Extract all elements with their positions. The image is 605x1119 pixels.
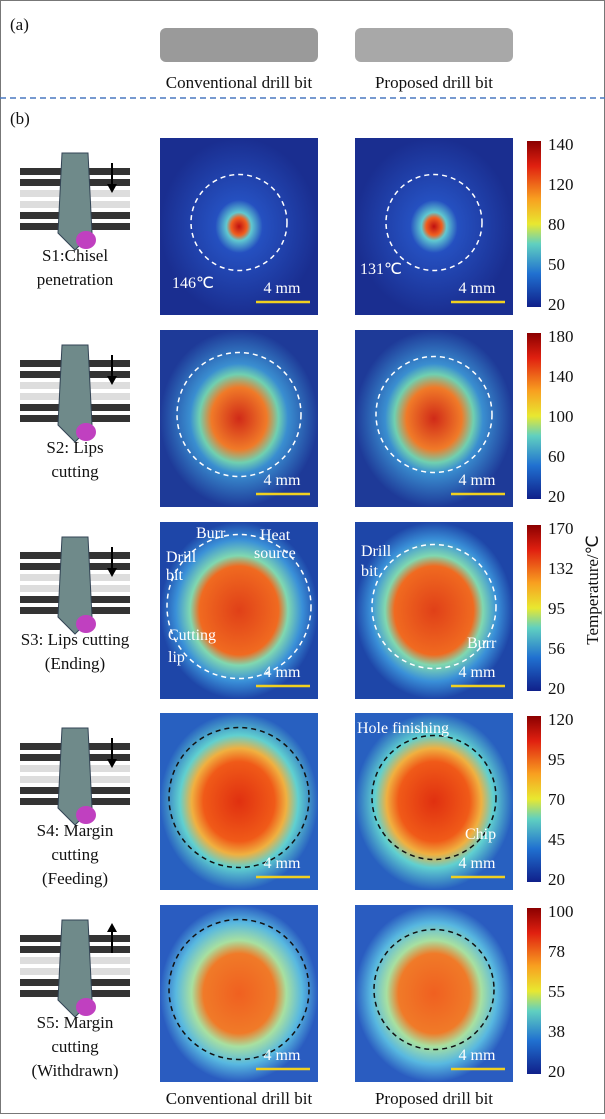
scale-label: 4 mm [459, 1047, 496, 1064]
scale-label: 4 mm [264, 472, 301, 489]
annotation: 131℃ [360, 261, 402, 278]
scale-label: 4 mm [264, 1047, 301, 1064]
annotation: Cutting [168, 627, 216, 644]
colorbar-tick: 20 [548, 487, 565, 506]
colorbar-tick: 78 [548, 942, 565, 961]
scale-label: 4 mm [264, 280, 301, 297]
stage-label: cutting [51, 462, 99, 481]
stage-label: S3: Lips cutting [21, 630, 130, 649]
scale-label: 4 mm [459, 280, 496, 297]
caption: Conventional drill bit [166, 1089, 313, 1108]
colorbar-tick: 20 [548, 679, 565, 698]
colorbar-tick: 70 [548, 790, 565, 809]
stage-label: penetration [37, 270, 114, 289]
annotation: 146℃ [172, 275, 214, 292]
annotation: Heat [260, 527, 291, 544]
drill-image [160, 28, 318, 62]
stage-label: (Ending) [45, 654, 105, 673]
annotation: Burr [196, 525, 226, 542]
colorbar-tick: 20 [548, 1062, 565, 1081]
colorbar-tick: 95 [548, 599, 565, 618]
caption: Proposed drill bit [375, 73, 493, 92]
colorbar-tick: 180 [548, 327, 574, 346]
stage-label: (Feeding) [42, 869, 108, 888]
colorbar [527, 141, 541, 307]
colorbar-tick: 80 [548, 215, 565, 234]
colorbar [527, 908, 541, 1074]
stage-label: S2: Lips [46, 438, 103, 457]
colorbar-tick: 140 [548, 367, 574, 386]
caption: Proposed drill bit [375, 1089, 493, 1108]
colorbar-tick: 55 [548, 982, 565, 1001]
colorbar-tick: 100 [548, 407, 574, 426]
colorbar-tick: 56 [548, 639, 565, 658]
scale-label: 4 mm [459, 664, 496, 681]
panel-label: (b) [10, 109, 30, 128]
colorbar-tick: 60 [548, 447, 565, 466]
annotation: bit [361, 563, 378, 580]
colorbar-tick: 50 [548, 255, 565, 274]
stage-label: cutting [51, 1037, 99, 1056]
annotation: Drill [166, 549, 197, 566]
annotation: Burr [467, 635, 497, 652]
colorbar-tick: 120 [548, 175, 574, 194]
colorbar [527, 333, 541, 499]
drill-image [355, 28, 513, 62]
colorbar-title: Temperature/℃ [583, 535, 602, 644]
colorbar-tick: 132 [548, 559, 574, 578]
colorbar-tick: 100 [548, 902, 574, 921]
scale-label: 4 mm [264, 664, 301, 681]
stage-label: cutting [51, 845, 99, 864]
stage-label: S1:Chisel [42, 246, 108, 265]
annotation: Drill [361, 543, 392, 560]
stage-label: S4: Margin [37, 821, 114, 840]
annotation: source [254, 545, 296, 562]
figure: (a) Conventional drill bit Proposed dril… [0, 0, 605, 1114]
scale-label: 4 mm [459, 855, 496, 872]
scale-label: 4 mm [264, 855, 301, 872]
stage-label: (Withdrawn) [31, 1061, 118, 1080]
annotation: bit [166, 567, 183, 584]
annotation: Chip [465, 826, 496, 843]
colorbar-tick: 170 [548, 519, 574, 538]
colorbar-tick: 38 [548, 1022, 565, 1041]
colorbar-tick: 95 [548, 750, 565, 769]
colorbar-tick: 140 [548, 135, 574, 154]
colorbar [527, 525, 541, 691]
annotation: lip [168, 649, 185, 666]
scale-label: 4 mm [459, 472, 496, 489]
colorbar [527, 716, 541, 882]
annotation: Hole finishing [357, 720, 449, 737]
colorbar-tick: 120 [548, 710, 574, 729]
panel-label: (a) [10, 15, 29, 34]
caption: Conventional drill bit [166, 73, 313, 92]
colorbar-tick: 20 [548, 295, 565, 314]
stage-label: S5: Margin [37, 1013, 114, 1032]
arrow-head [107, 923, 117, 932]
colorbar-tick: 45 [548, 830, 565, 849]
colorbar-tick: 20 [548, 870, 565, 889]
